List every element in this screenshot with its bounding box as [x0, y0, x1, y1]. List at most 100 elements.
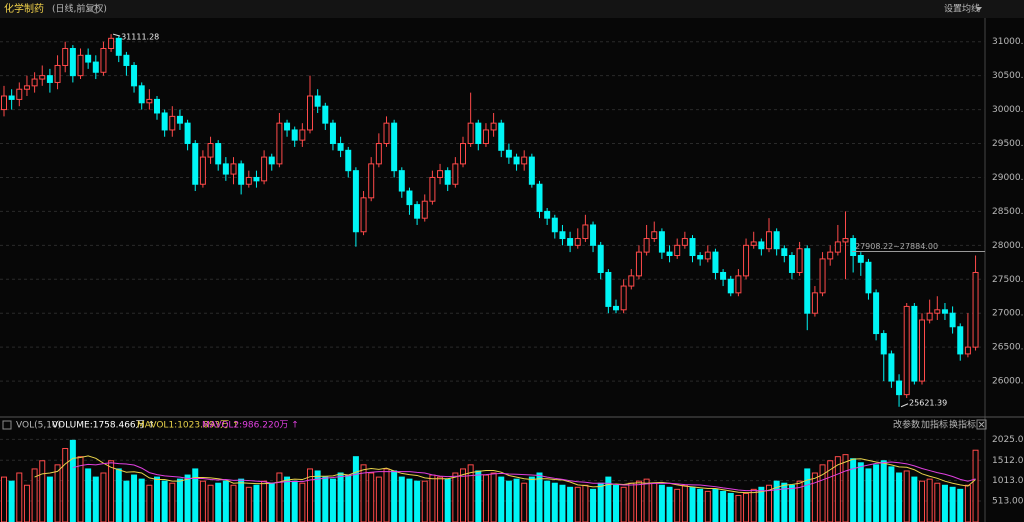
candle-body	[337, 143, 344, 151]
volume-bar	[704, 490, 711, 522]
candle-body	[941, 309, 948, 314]
volume-bar	[375, 476, 382, 522]
candle-body	[467, 122, 474, 145]
volume-bar	[498, 476, 505, 522]
candle-body	[322, 105, 329, 124]
volume-bar	[199, 480, 206, 522]
volume-bar	[184, 474, 191, 522]
candle-body	[375, 143, 382, 165]
volume-bar	[406, 478, 413, 522]
volume-bar	[8, 480, 15, 522]
volume-bar	[123, 480, 130, 522]
candle-body	[1, 95, 7, 111]
y-tick-label: 31000.0	[992, 37, 1024, 47]
candle-body	[972, 271, 979, 348]
candle-body	[674, 244, 681, 257]
volume-bar	[651, 482, 658, 522]
candle-body	[253, 176, 260, 182]
volume-bar	[551, 482, 558, 522]
volume-bar	[796, 480, 803, 522]
candle-body	[245, 176, 252, 185]
y-tick-label: 29500.0	[992, 139, 1024, 149]
volume-bar	[23, 484, 30, 522]
button[interactable]: 加指标	[921, 419, 948, 431]
candle-body	[352, 170, 359, 233]
volume-bar	[138, 478, 145, 522]
annotation-pointer	[900, 403, 909, 408]
volume-bar	[192, 468, 199, 522]
volume-bar	[299, 482, 306, 522]
y-tick-label: 1512.00	[992, 456, 1024, 466]
volume-bar	[750, 488, 757, 522]
candle-body	[238, 163, 245, 185]
volume-bar	[161, 480, 168, 522]
candle-body	[406, 190, 413, 206]
candle-body	[138, 85, 145, 104]
y-tick-label: 1013.00	[992, 476, 1024, 486]
volume-bar	[108, 460, 115, 522]
candle-body	[8, 95, 15, 100]
candle-body	[421, 200, 428, 219]
volume-bar	[827, 460, 834, 522]
candle-body	[720, 271, 727, 280]
candle-body	[100, 48, 107, 73]
y-tick-label: 26500.0	[992, 343, 1024, 353]
button[interactable]: 换指标	[949, 419, 976, 431]
candle-body	[161, 112, 168, 131]
button[interactable]: 改参数	[893, 419, 920, 431]
volume-bar	[896, 472, 903, 522]
volume-bar	[781, 482, 788, 522]
candle-body	[16, 88, 23, 100]
volume-bar	[964, 484, 971, 522]
candle-body	[505, 149, 512, 158]
volume-bar	[329, 478, 336, 522]
volume-bar	[421, 480, 428, 522]
candle-body	[169, 115, 176, 131]
volume-bar	[873, 464, 880, 522]
volume-bar	[176, 478, 183, 522]
menu-arrow	[976, 7, 982, 11]
volume-bar	[773, 480, 780, 522]
volume-bar	[674, 488, 681, 522]
help-icon[interactable]	[2, 420, 12, 430]
settings-icon[interactable]	[91, 4, 101, 14]
candle-body	[528, 156, 535, 185]
candle-body	[582, 224, 589, 240]
volume-bar	[291, 480, 298, 522]
candle-body	[475, 122, 482, 145]
candle-body	[391, 122, 398, 172]
menu[interactable]: 设置均线	[944, 3, 980, 15]
candle-body	[215, 143, 222, 165]
candle-body	[261, 156, 268, 182]
candle-body	[635, 251, 642, 277]
volume-bar	[261, 480, 268, 522]
candle-body	[108, 37, 115, 50]
candle-body	[222, 163, 229, 175]
candle-body	[964, 346, 971, 355]
volume-bar	[804, 468, 811, 522]
candle-body	[536, 183, 543, 212]
candle-body	[268, 156, 275, 165]
volume-bar	[31, 468, 38, 522]
candle-body	[850, 238, 857, 257]
candle-body	[207, 143, 214, 158]
candle-body	[727, 278, 734, 294]
y-tick-label: 30000.0	[992, 105, 1024, 115]
volume-bar	[689, 486, 696, 522]
volume-bar	[911, 476, 918, 522]
volume-bar	[574, 486, 581, 522]
candle-body	[857, 255, 864, 263]
candle-body	[605, 271, 612, 307]
volume-bar	[169, 482, 176, 522]
reference-label: 27908.22~27884.00	[855, 242, 938, 251]
candle-body	[567, 238, 574, 246]
candle-body	[689, 238, 696, 257]
candle-body	[811, 292, 818, 314]
close-button[interactable]	[976, 419, 987, 430]
annotation-pointer	[112, 33, 121, 37]
candle-body	[123, 54, 130, 66]
volume-bar	[276, 472, 283, 522]
volume-bar	[62, 448, 69, 522]
candle-body	[880, 333, 887, 355]
ma-line	[72, 461, 976, 492]
